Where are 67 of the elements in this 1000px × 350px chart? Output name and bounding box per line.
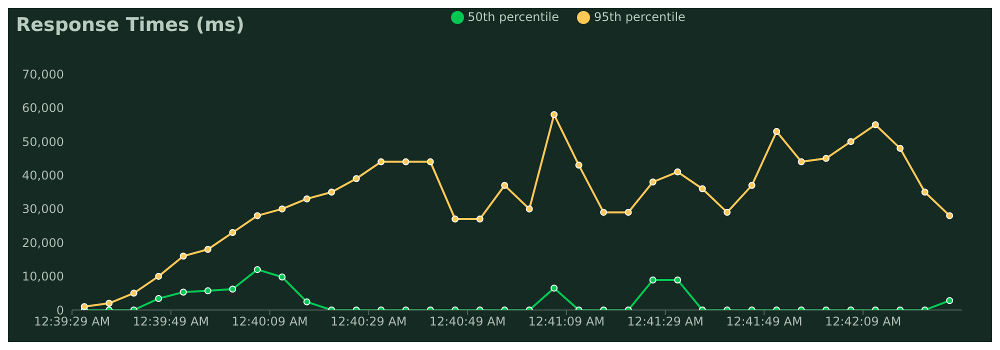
- point: [155, 272, 162, 280]
- legend-label: 50th percentile: [468, 10, 559, 24]
- legend-label: 95th percentile: [594, 10, 686, 24]
- point: [872, 121, 879, 128]
- point: [254, 212, 261, 220]
- x-tick-label: 12:41:09 AM: [528, 314, 605, 329]
- y-tick-label: 30,000: [22, 202, 64, 216]
- x-tick-label: 12:39:49 AM: [132, 314, 210, 329]
- point: [550, 284, 558, 292]
- point: [847, 138, 854, 146]
- point: [649, 276, 656, 284]
- y-tick-label: 20,000: [22, 236, 64, 250]
- y-tick-label: 60,000: [22, 101, 64, 116]
- point: [106, 300, 113, 307]
- point: [600, 208, 608, 216]
- y-tick-label: 50,000: [22, 134, 64, 149]
- point: [328, 188, 336, 196]
- point: [303, 195, 310, 202]
- point: [501, 182, 508, 189]
- point: [155, 295, 162, 302]
- y-tick-label: 70,000: [22, 67, 64, 82]
- point: [624, 208, 632, 216]
- point: [575, 162, 582, 169]
- point: [402, 158, 410, 166]
- point: [229, 229, 236, 236]
- point: [550, 111, 558, 118]
- y-tick-label: 0: [56, 303, 64, 318]
- x-tick-label: 12:39:29 AM: [34, 314, 110, 329]
- point: [946, 212, 954, 220]
- point: [452, 216, 459, 223]
- point: [674, 168, 682, 176]
- point: [204, 246, 212, 253]
- x-tick-label: 12:42:09 AM: [824, 314, 902, 329]
- x-tick-label: 12:40:09 AM: [232, 314, 308, 329]
- point: [698, 185, 706, 192]
- point: [748, 182, 756, 189]
- point: [674, 276, 682, 284]
- point: [278, 205, 286, 212]
- point: [896, 144, 904, 152]
- point: [426, 158, 434, 166]
- point: [130, 290, 138, 297]
- point: [724, 208, 731, 216]
- point: [229, 286, 236, 293]
- point: [921, 188, 928, 196]
- y-tick-label: 40,000: [22, 168, 64, 183]
- x-tick-label: 12:41:49 AM: [726, 314, 802, 329]
- point: [352, 175, 360, 182]
- x-tick-label: 12:40:29 AM: [330, 314, 407, 329]
- point: [476, 216, 484, 223]
- point: [254, 266, 261, 274]
- chart-title: Response Times (ms): [16, 14, 244, 36]
- point: [649, 178, 656, 186]
- x-tick-label: 12:41:29 AM: [627, 314, 704, 329]
- x-tick-label: 12:40:49 AM: [429, 314, 506, 329]
- point: [278, 273, 286, 280]
- point: [822, 154, 830, 162]
- point: [303, 298, 310, 306]
- point: [773, 128, 780, 135]
- point: [378, 158, 385, 166]
- point: [526, 205, 533, 212]
- point: [946, 297, 954, 304]
- point: [180, 252, 187, 260]
- point: [180, 288, 187, 296]
- point: [798, 158, 805, 166]
- point: [80, 303, 88, 310]
- y-tick-label: 10,000: [22, 270, 64, 284]
- point: [204, 287, 212, 294]
